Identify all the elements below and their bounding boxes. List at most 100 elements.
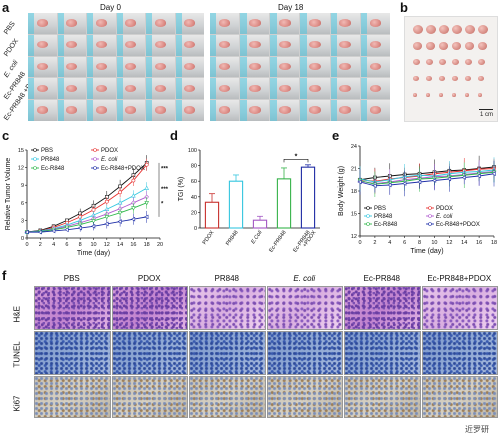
bar bbox=[228, 180, 244, 229]
x-tick-label: 8 bbox=[79, 242, 82, 248]
mouse-photo bbox=[270, 34, 300, 56]
data-point bbox=[117, 211, 123, 216]
data-point bbox=[491, 171, 496, 177]
data-point bbox=[446, 176, 452, 182]
mouse-photo bbox=[146, 100, 175, 121]
y-tick-label: 15 bbox=[18, 148, 24, 154]
histology-image bbox=[266, 331, 343, 375]
excised-tumor-photo: 1 cm bbox=[404, 16, 498, 122]
data-point bbox=[144, 214, 149, 220]
data-point bbox=[24, 229, 29, 235]
legend-marker bbox=[33, 148, 37, 152]
tumor-specimen bbox=[426, 42, 435, 50]
series-line bbox=[26, 202, 147, 233]
series-line bbox=[359, 169, 495, 183]
data-point bbox=[104, 215, 110, 220]
tumor-specimen bbox=[465, 25, 475, 34]
tumor-specimen bbox=[452, 76, 458, 82]
series-line bbox=[359, 171, 495, 185]
series-line bbox=[26, 187, 147, 233]
legend-label: PDOX bbox=[101, 148, 118, 154]
x-tick-label: 10 bbox=[431, 240, 437, 246]
mouse-photo bbox=[360, 100, 390, 121]
tumor-specimen bbox=[465, 76, 471, 82]
y-tick-label: 0 bbox=[194, 226, 197, 232]
legend-marker bbox=[428, 222, 432, 226]
mouse-photo bbox=[360, 56, 390, 78]
data-point bbox=[131, 206, 136, 211]
tumor-specimen bbox=[439, 25, 449, 34]
histology-image bbox=[189, 376, 266, 418]
tumor-specimen bbox=[465, 93, 470, 97]
mouse-photo bbox=[300, 56, 330, 78]
data-point bbox=[131, 178, 136, 183]
histology-column-header: PBS bbox=[63, 274, 80, 283]
tumor-specimen bbox=[439, 93, 444, 97]
data-point bbox=[431, 178, 437, 183]
data-point bbox=[130, 216, 136, 222]
tumor-specimen bbox=[452, 93, 457, 97]
x-tick-label: PR848 bbox=[225, 230, 240, 247]
histology-image bbox=[189, 286, 266, 330]
data-point bbox=[117, 219, 122, 224]
histology-image bbox=[421, 286, 498, 330]
tumor-specimen bbox=[439, 76, 445, 82]
histology-row-label: Ki67 bbox=[12, 394, 22, 411]
x-tick-label: 6 bbox=[65, 242, 68, 248]
mouse-photo bbox=[116, 100, 145, 121]
histology-image bbox=[189, 331, 266, 375]
x-tick-label: 14 bbox=[117, 242, 123, 248]
mouse-photo bbox=[57, 34, 86, 56]
tumor-specimen bbox=[426, 25, 436, 34]
x-tick-label: 18 bbox=[144, 242, 150, 248]
mouse-photo bbox=[87, 56, 116, 78]
mouse-photo bbox=[28, 56, 57, 78]
data-point bbox=[131, 193, 136, 198]
legend-label: PR848 bbox=[374, 214, 393, 220]
mouse-photo bbox=[28, 78, 57, 100]
mouse-photo bbox=[330, 13, 360, 34]
mouse-photo bbox=[240, 13, 270, 34]
histology-image bbox=[111, 376, 188, 418]
y-tick-label: 9 bbox=[21, 183, 24, 189]
y-axis-label: TGI (%) bbox=[178, 177, 185, 202]
mouse-photo bbox=[330, 34, 360, 56]
data-point bbox=[91, 207, 96, 212]
significance-mark: *** bbox=[161, 167, 169, 173]
tumor-specimen bbox=[465, 59, 473, 66]
legend-label: Ec-R848 bbox=[374, 222, 398, 228]
mouse-photo bbox=[175, 56, 204, 78]
scale-bar bbox=[479, 109, 493, 110]
panel-a-letter: a bbox=[2, 0, 10, 15]
y-tick-label: 80 bbox=[191, 164, 197, 170]
tumor-specimen bbox=[413, 59, 421, 66]
histology-row-label: H&E bbox=[12, 305, 22, 322]
x-tick-label: 18 bbox=[491, 240, 497, 246]
mouse-photo bbox=[300, 13, 330, 34]
data-point bbox=[37, 229, 43, 235]
legend-marker bbox=[428, 214, 432, 218]
y-tick-label: 18 bbox=[351, 189, 357, 195]
legend-label: E. coli bbox=[436, 214, 453, 220]
mouse-photo bbox=[360, 34, 390, 56]
data-point bbox=[118, 190, 123, 195]
watermark-text: 近罗研 bbox=[462, 423, 492, 436]
data-point bbox=[104, 199, 109, 204]
legend-marker bbox=[93, 166, 97, 170]
mouse-photo bbox=[175, 78, 204, 100]
x-tick-label: 20 bbox=[157, 242, 163, 248]
legend-marker bbox=[93, 148, 97, 152]
mouse-photo bbox=[270, 78, 300, 100]
x-tick-label: 6 bbox=[403, 240, 406, 246]
mouse-photo bbox=[330, 78, 360, 100]
legend-marker bbox=[33, 157, 37, 161]
data-point bbox=[64, 227, 69, 233]
mouse-photo bbox=[210, 56, 240, 78]
mouse-photo bbox=[87, 78, 116, 100]
mouse-photo bbox=[28, 34, 57, 56]
series-line bbox=[359, 168, 495, 182]
x-tick-label: 10 bbox=[90, 242, 96, 248]
mouse-photo bbox=[146, 13, 175, 34]
mouse-photo bbox=[300, 78, 330, 100]
tumor-specimen bbox=[478, 93, 483, 97]
